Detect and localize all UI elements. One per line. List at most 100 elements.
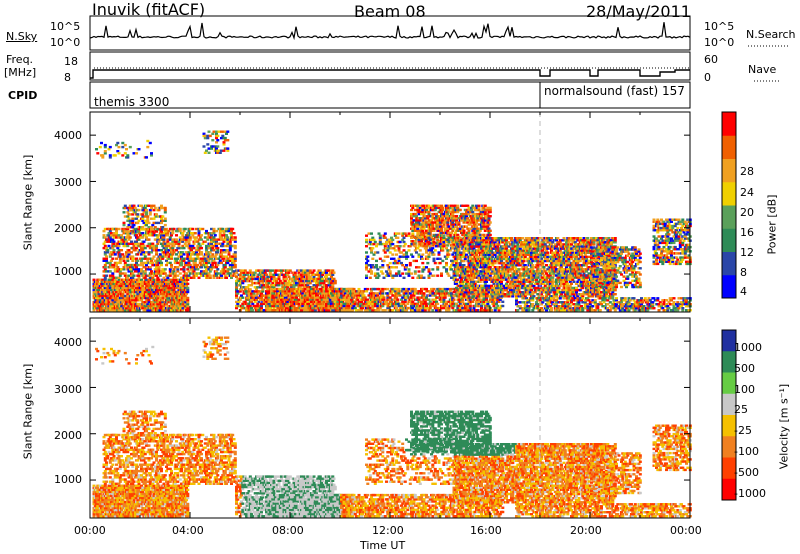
power-cell — [231, 255, 234, 257]
power-cell — [391, 309, 394, 311]
power-cell — [494, 309, 497, 311]
power-cell — [379, 307, 382, 309]
power-cell — [319, 284, 322, 286]
power-cell — [135, 266, 138, 268]
power-cell — [251, 309, 254, 311]
power-cell — [183, 247, 186, 249]
power-cell — [250, 280, 253, 282]
power-cell — [211, 264, 214, 266]
power-cell — [103, 230, 106, 232]
power-cell — [430, 219, 433, 221]
power-cell — [153, 255, 156, 257]
power-cell — [141, 218, 144, 220]
power-cell — [303, 282, 306, 284]
power-cell — [239, 274, 242, 276]
freq-frame — [90, 52, 690, 80]
power-cell — [156, 236, 159, 238]
power-cell — [423, 294, 426, 296]
power-cell — [421, 230, 424, 232]
power-cell — [161, 226, 164, 228]
power-cell — [331, 284, 334, 286]
power-cell — [158, 241, 161, 243]
power-cell — [180, 262, 183, 264]
power-cell — [123, 222, 126, 224]
power-cell — [289, 282, 292, 284]
power-cell — [151, 258, 154, 260]
power-cell — [155, 213, 158, 215]
power-cell — [334, 296, 337, 298]
power-cell — [160, 222, 163, 224]
power-cell — [169, 268, 172, 270]
power-cell — [425, 296, 428, 298]
power-cell — [400, 305, 403, 307]
power-cell — [239, 299, 242, 301]
power-cell — [414, 213, 417, 215]
power-cell — [358, 288, 361, 290]
power-cell — [234, 238, 237, 240]
power-cell — [234, 260, 237, 262]
power-cell — [151, 243, 154, 245]
power-cell — [215, 241, 218, 243]
power-cell — [293, 292, 296, 294]
power-cell — [365, 290, 368, 292]
power-cell — [154, 207, 157, 209]
power-cell — [104, 245, 107, 247]
power-cell — [175, 260, 178, 262]
power-cell — [188, 241, 191, 243]
power-cell — [163, 238, 166, 240]
power-cell — [368, 305, 371, 307]
power-cell — [440, 228, 443, 230]
power-cell — [483, 303, 486, 305]
power-cell — [383, 299, 386, 301]
power-cell — [123, 228, 126, 230]
power-cell — [230, 230, 233, 232]
power-cell — [181, 245, 184, 247]
power-cell — [186, 283, 189, 285]
power-cell — [273, 296, 276, 298]
power-cell — [319, 303, 322, 305]
power-cell — [111, 238, 114, 240]
power-cell — [334, 280, 337, 282]
power-cell — [164, 220, 167, 222]
power-cell — [268, 303, 271, 305]
power-cell — [451, 301, 454, 303]
power-cell — [115, 258, 118, 260]
power-cell — [246, 286, 249, 288]
power-cell — [170, 258, 173, 260]
power-cell — [129, 236, 132, 238]
power-cell — [363, 294, 366, 296]
power-cell — [286, 274, 289, 276]
power-cell — [269, 272, 272, 274]
power-cell — [254, 301, 257, 303]
power-cell — [235, 297, 238, 299]
power-cell — [200, 253, 203, 255]
power-cell — [170, 264, 173, 266]
power-cell — [220, 262, 223, 264]
power-cell — [370, 290, 373, 292]
power-cell — [284, 280, 287, 282]
power-cell — [151, 224, 154, 226]
power-cell — [398, 288, 401, 290]
power-cell — [264, 272, 267, 274]
power-cell — [221, 243, 224, 245]
power-cell — [224, 275, 227, 277]
power-cell — [169, 275, 172, 277]
power-cell — [386, 288, 389, 290]
power-cell — [403, 303, 406, 305]
power-cell — [278, 284, 281, 286]
power-cell — [378, 309, 381, 311]
power-cell — [208, 253, 211, 255]
power-cell — [156, 243, 159, 245]
power-cell — [314, 309, 317, 311]
power-cell — [255, 299, 258, 301]
power-cell — [454, 232, 457, 234]
power-cell — [229, 272, 232, 274]
power-cell — [205, 270, 208, 272]
power-cell — [444, 288, 447, 290]
power-cell — [144, 270, 147, 272]
power-cell — [260, 307, 263, 309]
power-cell — [159, 260, 162, 262]
power-cell — [158, 209, 161, 211]
power-cell — [260, 305, 263, 307]
power-cell — [140, 205, 143, 207]
